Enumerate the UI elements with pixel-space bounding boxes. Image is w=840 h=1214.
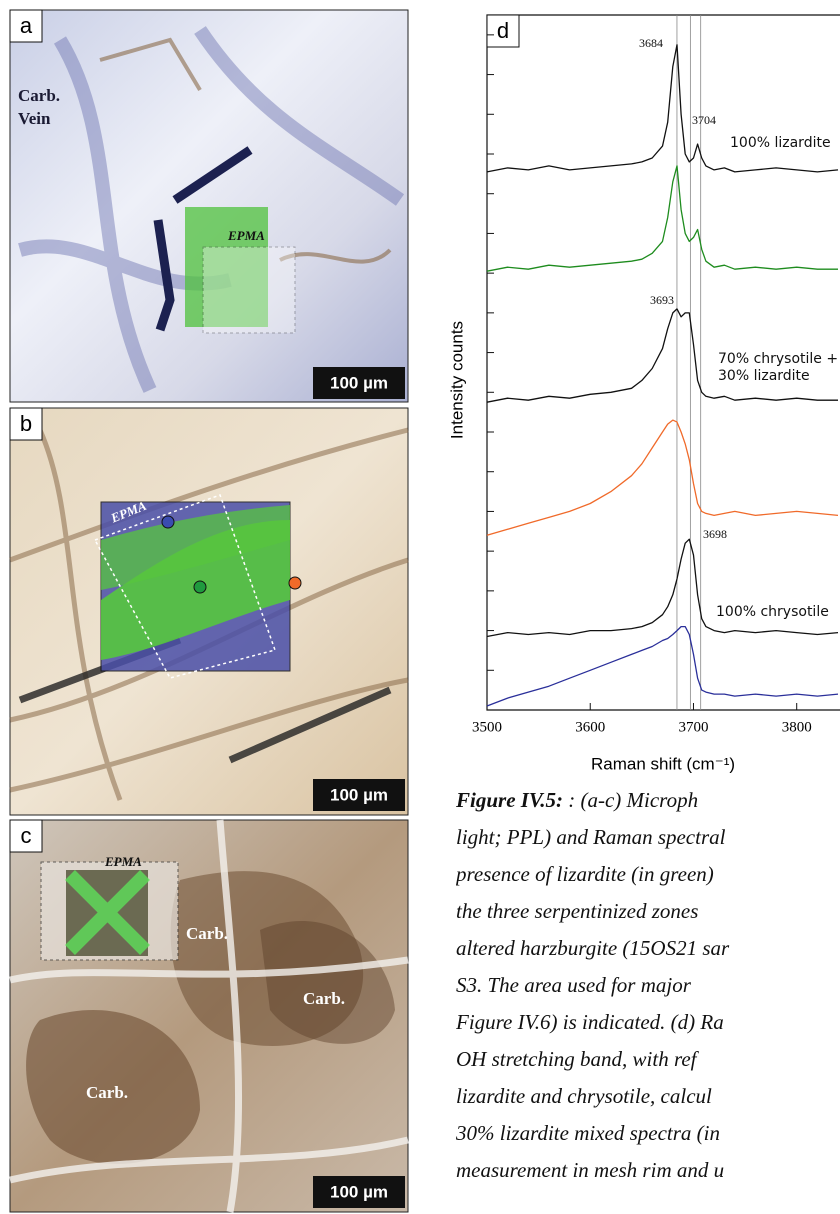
chart: d Raman shift (cm⁻¹) Intensity counts 35… <box>447 14 840 773</box>
caption-line: altered harzburgite (15OS21 sar <box>456 936 730 960</box>
caption-line: the three serpentinized zones <box>456 899 699 923</box>
annotation: Carb. <box>303 989 345 1008</box>
spectrum <box>486 308 838 403</box>
peak-label: 3684 <box>639 36 663 50</box>
spectrum <box>486 419 839 536</box>
annotation: Vein <box>18 109 51 128</box>
x-tick-label: 3500 <box>472 719 502 735</box>
series-label: 100% chrysotile <box>716 604 829 621</box>
spectrum <box>486 165 838 272</box>
micrograph-a: a Carb. Vein EPMA 100 µm <box>9 9 409 403</box>
scale-bar: 100 µm <box>330 785 388 804</box>
spectrum <box>486 538 839 638</box>
annotation: Carb. <box>18 86 60 105</box>
caption-line: Figure IV.6) is indicated. (d) Ra <box>456 1010 724 1034</box>
panel-label: c <box>21 823 32 848</box>
peak-label: 3693 <box>650 293 674 307</box>
scale-bar: 100 µm <box>330 1182 388 1201</box>
panel-label: d <box>497 18 509 43</box>
x-tick-label: 3600 <box>575 719 605 735</box>
x-tick-label: 3700 <box>678 719 708 735</box>
caption-line: measurement in mesh rim and u <box>456 1158 725 1182</box>
series-label: 100% lizardite <box>730 135 831 152</box>
series-label: 70% chrysotile + 30% lizardite <box>718 351 840 385</box>
peak-label: 3698 <box>703 527 727 541</box>
scale-bar: 100 µm <box>330 373 388 392</box>
x-axis-label: Raman shift (cm⁻¹) <box>591 754 735 773</box>
micrograph-c: c EPMA Carb. Carb. Carb. 100 µm <box>9 819 409 1213</box>
epma-label: EPMA <box>104 854 142 869</box>
y-axis-label: Intensity counts <box>447 321 466 439</box>
caption-line: : (a-c) Microph <box>568 788 699 812</box>
annotation: Carb. <box>186 924 228 943</box>
peak-label: 3704 <box>692 113 716 127</box>
caption-line: OH stretching band, with ref <box>456 1047 697 1071</box>
caption-line: S3. The area used for major <box>456 973 691 997</box>
caption: Figure IV.5: : (a-c) Microph light; PPL)… <box>456 782 840 1214</box>
spectrum <box>486 625 839 707</box>
panel-label: a <box>20 13 33 38</box>
caption-line: 30% lizardite mixed spectra (in <box>456 1121 721 1145</box>
epma-label: EPMA <box>227 228 265 243</box>
caption-line: lizardite and chrysotile, calcul <box>456 1084 712 1108</box>
caption-line: light; PPL) and Raman spectral <box>456 825 726 849</box>
spectrum <box>486 44 839 173</box>
annotation: Carb. <box>86 1083 128 1102</box>
micrograph-b: b EPMA 100 µm <box>9 407 409 816</box>
x-tick-label: 3800 <box>782 719 812 735</box>
caption-line: presence of lizardite (in green) <box>456 862 714 886</box>
panel-label: b <box>20 411 32 436</box>
caption-title: Figure IV.5: <box>456 788 563 812</box>
